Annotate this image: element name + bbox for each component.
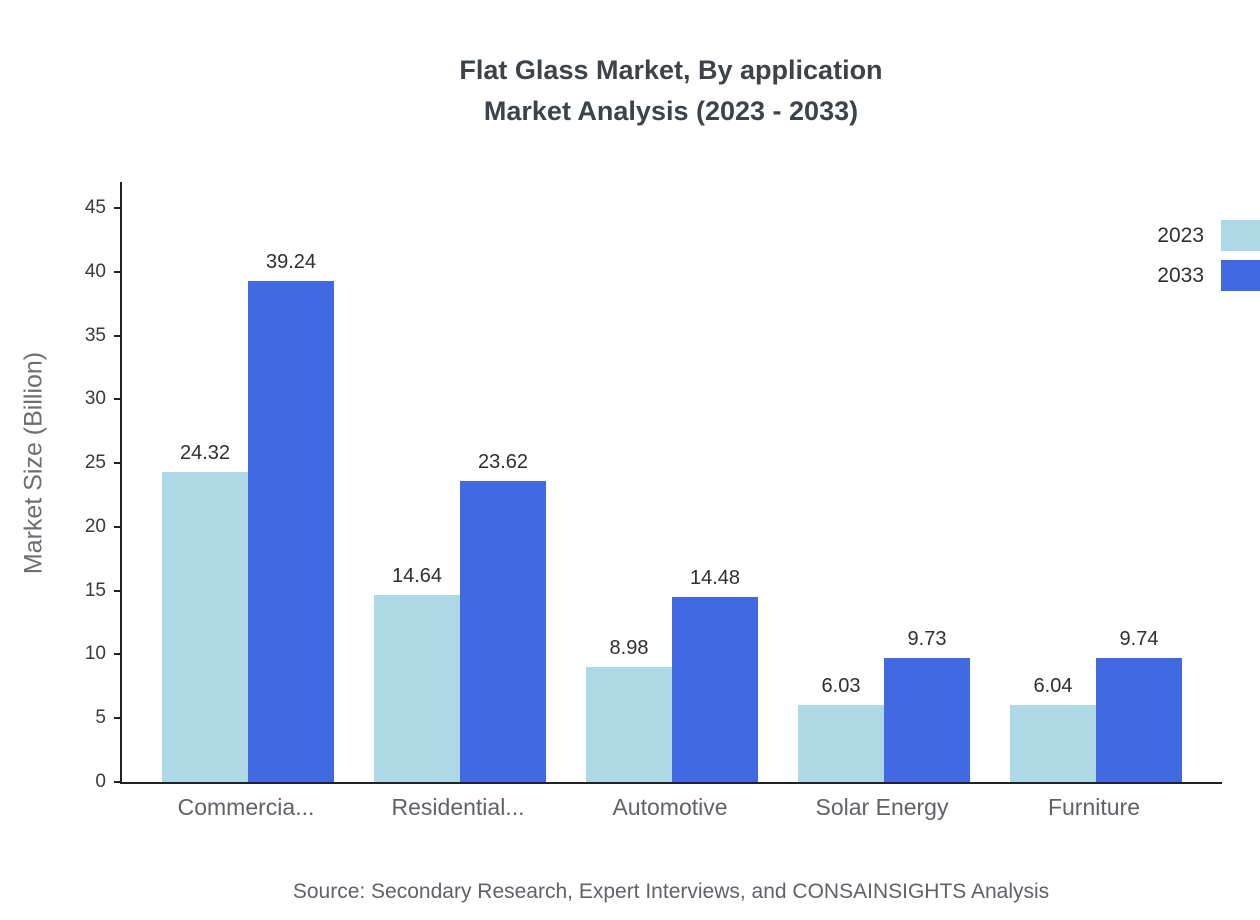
bar-2023-furniture: 6.04 [1010,675,1096,782]
y-tick-label: 45 [84,197,106,218]
legend-item-2033: 2033 [1157,260,1260,291]
legend-swatch [1221,220,1260,251]
y-tick-mark [114,589,122,592]
y-axis-title: Market Size (Billion) [19,351,48,575]
chart-title-line1: Flat Glass Market, By application [459,55,883,85]
chart-title-line2: Market Analysis (2023 - 2033) [483,96,859,126]
bar-2033-solarenergy: 9.73 [884,628,970,782]
bar-2023-automotive: 8.98 [586,637,672,782]
bar-2023-residential: 14.64 [374,565,460,782]
bar-group-4: 6.03 9.73 [798,628,970,782]
y-tick-mark [114,398,122,401]
bar-value-label: 23.62 [477,450,529,473]
plot-area: 0 5 10 15 20 25 30 35 40 45 24.32 39.24 14.64 23.62 8… [85,182,1222,792]
y-tick-label: 5 [95,707,106,729]
source-note: Source: Secondary Research, Expert Inter… [292,880,1050,903]
bar-value-label: 39.24 [265,251,317,274]
legend-item-2023: 2023 [1157,220,1260,251]
bar-value-label: 6.03 [821,675,861,698]
bar-group-2: 14.64 23.62 [374,451,546,782]
y-tick-mark [114,270,122,273]
y-tick-mark [114,207,122,209]
y-tick-mark [114,653,122,656]
bar-group-5: 6.04 9.74 [1010,628,1182,782]
x-axis-label-1: Commercia... [177,794,315,820]
bar-group-1: 24.32 39.24 [162,251,334,782]
x-axis-labels: Commercia... Residential... Automotive Sola… [120,794,1220,821]
y-tick-mark [114,462,122,465]
y-tick-label: 30 [84,388,106,410]
y-tick-label: 10 [84,643,106,665]
bar-groups: 24.32 39.24 14.64 23.62 8.98 14.48 6.03 9.73 6.0… [122,182,1222,782]
x-axis-label-2: Residential... [391,794,525,820]
y-tick-label: 25 [84,452,106,474]
bar-value-label: 14.64 [391,565,443,588]
bar-2033-residential: 23.62 [460,451,546,782]
bar-value-label: 8.98 [609,637,649,660]
bar-2033-automotive: 14.48 [672,567,758,782]
y-tick-mark [114,717,122,720]
y-tick-label: 15 [84,579,106,601]
bar-2023-commercia: 24.32 [162,442,248,782]
y-tick-mark [114,525,122,528]
y-tick-label: 20 [84,515,106,537]
y-tick-label: 40 [84,260,106,282]
legend-label: 2033 [1157,263,1204,287]
legend-label: 2023 [1157,223,1204,247]
chart-title: Flat Glass Market, By application Market… [120,50,1222,132]
legend: 2023 2033 [1157,220,1260,291]
y-tick-label: 35 [84,324,106,346]
bar-2023-solarenergy: 6.03 [798,675,884,782]
bar-group-3: 8.98 14.48 [586,567,758,782]
y-tick-mark [114,334,122,337]
y-tick-label: 0 [95,771,106,792]
bar-2033-commercia: 39.24 [248,251,334,782]
bar-value-label: 6.04 [1033,674,1073,697]
x-axis-label-3: Automotive [612,794,728,820]
bar-value-label: 14.48 [689,567,741,590]
bar-value-label: 9.74 [1119,627,1159,650]
bar-value-label: 9.73 [907,627,947,650]
x-axis-label-4: Solar Energy [815,794,949,820]
x-axis-label-5: Furniture [1047,794,1141,820]
legend-swatch [1221,260,1260,291]
bar-value-label: 24.32 [179,441,231,464]
y-tick-mark [114,781,122,783]
bar-2033-furniture: 9.74 [1096,628,1182,782]
